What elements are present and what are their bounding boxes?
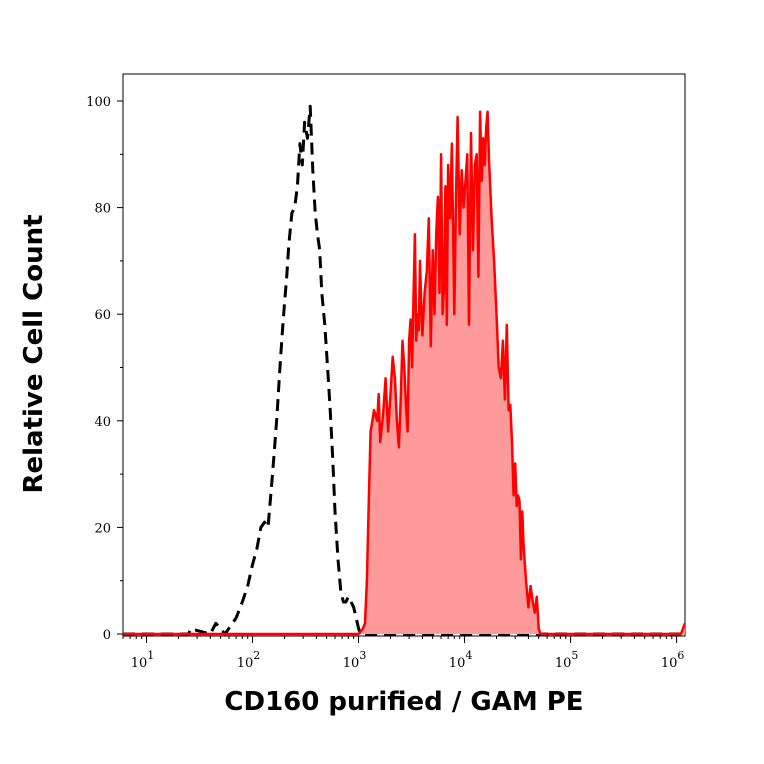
y-axis: 0 20 40 60 80 100 bbox=[86, 95, 123, 643]
x-tick-label-5-exp: 6 bbox=[677, 649, 684, 662]
plot-frame bbox=[122, 73, 686, 637]
x-tick-label-0-exp: 1 bbox=[147, 649, 154, 662]
y-tick-label-0: 0 bbox=[103, 628, 111, 643]
x-tick-label-1-base: 10 bbox=[237, 656, 254, 671]
x-tick-label-3: 104 bbox=[449, 649, 473, 671]
x-axis-title: CD160 purified / GAM PE bbox=[224, 687, 583, 717]
x-tick-label-3-base: 10 bbox=[449, 656, 466, 671]
x-tick-label-4-exp: 5 bbox=[571, 649, 578, 662]
x-tick-label-0-base: 10 bbox=[131, 656, 148, 671]
y-tick-label-5: 100 bbox=[86, 95, 111, 110]
y-tick-label-4: 80 bbox=[94, 202, 111, 217]
x-tick-label-4-base: 10 bbox=[555, 656, 572, 671]
series-1-line bbox=[123, 110, 687, 636]
y-tick-label-2: 40 bbox=[94, 415, 111, 430]
x-tick-label-3-exp: 4 bbox=[465, 649, 472, 662]
y-tick-label-1: 20 bbox=[94, 521, 111, 536]
x-tick-label-2-base: 10 bbox=[343, 656, 360, 671]
y-tick-label-3: 60 bbox=[94, 308, 111, 323]
x-tick-label-4: 105 bbox=[555, 649, 579, 671]
x-tick-label-5: 106 bbox=[661, 649, 685, 671]
x-tick-label-5-base: 10 bbox=[661, 656, 678, 671]
x-tick-label-0: 101 bbox=[131, 649, 155, 671]
series-layer bbox=[123, 104, 687, 636]
x-tick-label-2-exp: 3 bbox=[359, 649, 366, 662]
x-tick-label-2: 103 bbox=[343, 649, 367, 671]
y-axis-title: Relative Cell Count bbox=[19, 214, 49, 493]
x-tick-label-1: 102 bbox=[237, 649, 261, 671]
x-tick-label-1-exp: 2 bbox=[253, 649, 260, 662]
